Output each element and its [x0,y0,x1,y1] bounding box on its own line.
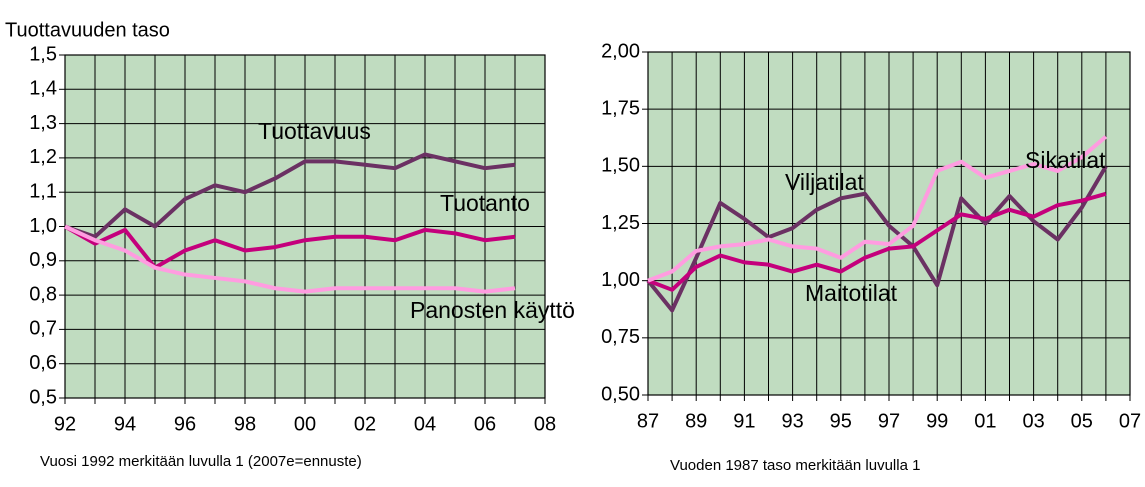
series-label: Panosten käyttö [410,297,575,323]
y-tick-label: 1,50 [601,155,640,177]
y-tick-label: 1,75 [601,97,640,119]
x-tick-label: 02 [354,413,376,435]
series-line [64,224,516,294]
series-label: Maitotilat [805,280,898,306]
y-tick-label: 1,1 [29,180,57,202]
y-tick-label: 0,6 [29,352,57,374]
series-line [64,224,516,270]
x-tick-label: 92 [54,413,76,435]
y-tick-label: 0,75 [601,326,640,348]
y-tick-label: 0,5 [29,386,57,408]
y-tick-label: 0,7 [29,318,57,340]
x-tick-label: 06 [474,413,496,435]
x-tick-label: 01 [974,410,996,432]
x-tick-label: 91 [733,410,755,432]
x-tick-label: 99 [926,410,948,432]
x-tick-label: 98 [234,413,256,435]
series-line [647,191,1107,292]
x-tick-label: 04 [414,413,436,435]
y-tick-label: 0,8 [29,283,57,305]
x-tick-label: 08 [534,413,556,435]
y-tick-label: 0,9 [29,249,57,271]
series-line [64,152,516,239]
x-tick-label: 95 [830,410,852,432]
y-tick-label: 1,3 [29,112,57,134]
x-tick-label: 05 [1071,410,1093,432]
series-label: Tuotanto [440,190,530,216]
y-tick-label: 1,4 [29,78,57,100]
y-tick-label: 1,5 [29,43,57,65]
x-tick-label: 89 [685,410,707,432]
y-tick-label: 1,25 [601,212,640,234]
series-line [647,135,1108,283]
x-tick-label: 97 [878,410,900,432]
y-tick-label: 1,0 [29,215,57,237]
x-tick-label: 94 [114,413,136,435]
caption: Vuoden 1987 taso merkitään luvulla 1 [670,457,920,474]
x-tick-label: 07 [1119,410,1141,432]
y-tick-label: 1,2 [29,146,57,168]
x-tick-label: 03 [1022,410,1044,432]
y-tick-label: 1,00 [601,269,640,291]
x-tick-label: 00 [294,413,316,435]
series-label: Tuottavuus [258,118,371,144]
series-label: Viljatilat [785,169,864,195]
x-tick-label: 93 [781,410,803,432]
caption: Vuosi 1992 merkitään luvulla 1 (2007e=en… [40,453,362,470]
x-tick-label: 96 [174,413,196,435]
y-tick-label: 2,00 [601,40,640,62]
y-axis-label: Tuottavuuden taso [5,19,170,41]
x-tick-label: 87 [637,410,659,432]
plot-border [647,51,1131,396]
series-label: Sikatilat [1025,147,1106,173]
y-tick-label: 0,50 [601,383,640,405]
